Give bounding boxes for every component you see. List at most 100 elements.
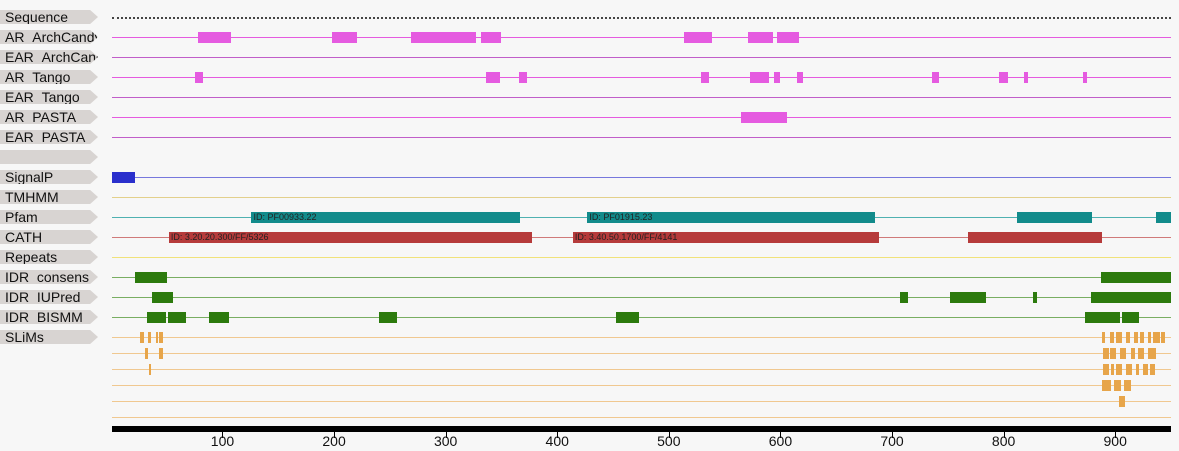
track-label-text: EAR_Tango — [5, 89, 80, 105]
feature-segment[interactable] — [1032, 292, 1038, 303]
feature-segment[interactable] — [378, 312, 397, 323]
slim-motif[interactable] — [1143, 364, 1148, 375]
slim-motif[interactable] — [1149, 364, 1156, 375]
feature-segment[interactable] — [1090, 292, 1171, 303]
feature-segment[interactable] — [411, 32, 476, 43]
feature-segment[interactable] — [209, 312, 230, 323]
feature-segment[interactable] — [684, 32, 713, 43]
feature-segment[interactable] — [899, 292, 908, 303]
track-label-text: IDR_BISMM — [5, 309, 83, 325]
feature-segment[interactable] — [1100, 272, 1171, 283]
slim-motif[interactable] — [1110, 364, 1115, 375]
feature-segment[interactable] — [1082, 72, 1088, 83]
track-label-sequence[interactable]: Sequence — [0, 10, 98, 24]
track-label-slims[interactable]: SLiMs — [0, 330, 98, 344]
feature-segment[interactable] — [587, 212, 876, 223]
track-label-tmhmm[interactable]: TMHMM — [0, 190, 98, 204]
track-label-idr-consens[interactable]: IDR_consens — [0, 270, 98, 284]
track-label-cath[interactable]: CATH — [0, 230, 98, 244]
slim-motif[interactable] — [1147, 332, 1151, 343]
track-label-ar-pasta[interactable]: AR_PASTA — [0, 110, 98, 124]
feature-segment[interactable] — [748, 32, 773, 43]
slim-motif[interactable] — [1130, 348, 1136, 359]
feature-segment[interactable] — [741, 112, 788, 123]
slim-motif[interactable] — [155, 332, 158, 343]
slim-motif[interactable] — [139, 332, 145, 343]
track-label-idr-bismm[interactable]: IDR_BISMM — [0, 310, 98, 324]
feature-segment[interactable] — [167, 312, 186, 323]
slim-motif[interactable] — [1116, 364, 1122, 375]
slim-motif[interactable] — [1124, 380, 1131, 391]
slim-motif[interactable] — [158, 332, 164, 343]
feature-segment[interactable] — [777, 32, 800, 43]
track-label-ear-archcandy[interactable]: EAR_ArchCandy — [0, 50, 98, 64]
feature-segment[interactable] — [194, 72, 204, 83]
feature-segment[interactable] — [950, 292, 986, 303]
feature-segment[interactable] — [932, 72, 939, 83]
feature-segment[interactable] — [616, 312, 639, 323]
feature-id-label: ID: PF01915.23 — [589, 212, 653, 222]
slim-motif[interactable] — [147, 332, 152, 343]
slim-motif[interactable] — [1126, 364, 1132, 375]
track-label-text: CATH — [5, 229, 43, 245]
feature-segment[interactable] — [1156, 212, 1171, 223]
feature-segment[interactable] — [999, 72, 1009, 83]
track-label-ear-tango[interactable]: EAR_Tango — [0, 90, 98, 104]
slim-motif[interactable] — [1116, 332, 1122, 343]
slim-motif[interactable] — [1139, 332, 1145, 343]
feature-segment[interactable] — [519, 72, 528, 83]
feature-segment[interactable] — [1085, 312, 1120, 323]
feature-segment[interactable] — [197, 32, 232, 43]
track-label-ear-pasta[interactable]: EAR_PASTA — [0, 130, 98, 144]
slim-motif[interactable] — [145, 348, 148, 359]
feature-segment[interactable] — [168, 232, 532, 243]
slim-motif[interactable] — [158, 348, 164, 359]
sequence-dotted-line — [112, 17, 1171, 19]
slim-motif[interactable] — [1101, 380, 1111, 391]
feature-segment[interactable] — [152, 292, 174, 303]
feature-segment[interactable] — [135, 272, 167, 283]
sequence-axis — [112, 426, 1171, 432]
slim-motif[interactable] — [1134, 332, 1138, 343]
slim-motif[interactable] — [1109, 332, 1115, 343]
feature-segment[interactable] — [572, 232, 879, 243]
track-label-ar-tango[interactable]: AR_Tango — [0, 70, 98, 84]
axis-tick — [222, 432, 224, 438]
feature-segment[interactable] — [112, 172, 136, 183]
slim-motif[interactable] — [1147, 348, 1157, 359]
feature-segment[interactable] — [485, 72, 501, 83]
feature-segment[interactable] — [1121, 312, 1139, 323]
feature-segment[interactable] — [481, 32, 502, 43]
feature-segment[interactable] — [967, 232, 1102, 243]
track-label-ar-archcandy[interactable]: AR_ArchCandy — [0, 30, 98, 44]
feature-segment[interactable] — [1017, 212, 1092, 223]
track-label-idr-iupred[interactable]: IDR_IUPred — [0, 290, 98, 304]
slim-motif[interactable] — [148, 364, 152, 375]
track-label-signalp[interactable]: SignalP — [0, 170, 98, 184]
slim-motif[interactable] — [1136, 364, 1139, 375]
slim-motif[interactable] — [1114, 380, 1121, 391]
feature-segment[interactable] — [797, 72, 803, 83]
feature-segment[interactable] — [750, 72, 770, 83]
track-label-pfam[interactable]: Pfam — [0, 210, 98, 224]
track-label-text: TMHMM — [5, 189, 59, 205]
track-label-blank[interactable] — [0, 150, 98, 164]
feature-segment[interactable] — [1023, 72, 1029, 83]
slim-motif[interactable] — [1153, 332, 1160, 343]
slim-motif[interactable] — [1160, 332, 1166, 343]
feature-segment[interactable] — [773, 72, 781, 83]
slim-motif[interactable] — [1102, 348, 1109, 359]
feature-segment[interactable] — [331, 32, 358, 43]
slim-motif[interactable] — [1109, 348, 1117, 359]
track-label-repeats[interactable]: Repeats — [0, 250, 98, 264]
feature-segment[interactable] — [251, 212, 521, 223]
slim-motif[interactable] — [1126, 332, 1130, 343]
axis-tick-label: 900 — [1103, 433, 1127, 449]
slim-motif[interactable] — [1137, 348, 1145, 359]
slim-motif[interactable] — [1102, 364, 1109, 375]
slim-motif[interactable] — [1118, 396, 1126, 407]
feature-segment[interactable] — [146, 312, 166, 323]
feature-segment[interactable] — [701, 72, 709, 83]
slim-motif[interactable] — [1101, 332, 1106, 343]
slim-motif[interactable] — [1119, 348, 1127, 359]
